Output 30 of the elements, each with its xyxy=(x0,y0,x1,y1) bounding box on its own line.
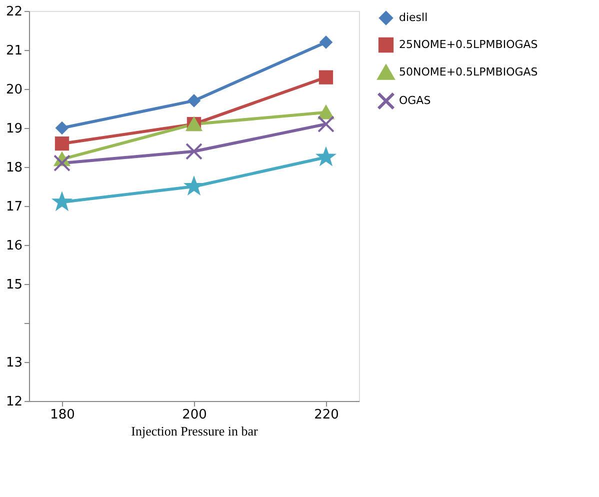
x-tick-label: 180 xyxy=(50,408,75,422)
y-tick-label: 18 xyxy=(6,160,22,176)
point xyxy=(186,142,202,160)
point xyxy=(188,94,200,107)
x-tick-label: 200 xyxy=(182,408,207,422)
y-tick-label: 17 xyxy=(6,200,22,214)
y-tick-label: 19 xyxy=(6,122,22,136)
point xyxy=(318,70,334,84)
point xyxy=(318,106,334,120)
point xyxy=(54,154,70,172)
point xyxy=(317,148,335,165)
legend-label: OGAS xyxy=(399,94,431,107)
y-tick-label: 13 xyxy=(6,356,22,370)
point xyxy=(56,122,68,134)
y-tick-label: 16 xyxy=(6,238,22,254)
point xyxy=(318,116,334,133)
x-axis-title: Injection Pressure in bar xyxy=(131,424,259,438)
y-tick-label: 21 xyxy=(6,44,22,58)
legend-label: diesll xyxy=(399,11,428,24)
legend-label: 25NOME+0.5LPMBIOGAS xyxy=(399,38,538,51)
legend-label: 50NOME+0.5LPMBIOGAS xyxy=(399,66,538,78)
point xyxy=(53,193,71,210)
point xyxy=(54,136,70,151)
x-tick-label: 220 xyxy=(314,408,339,422)
y-tick-label: 12 xyxy=(6,394,22,410)
point xyxy=(320,36,332,48)
y-tick-label: 20 xyxy=(6,82,22,98)
point xyxy=(185,177,203,194)
y-tick-label: 22 xyxy=(6,4,22,20)
y-tick-label: 15 xyxy=(6,278,22,292)
